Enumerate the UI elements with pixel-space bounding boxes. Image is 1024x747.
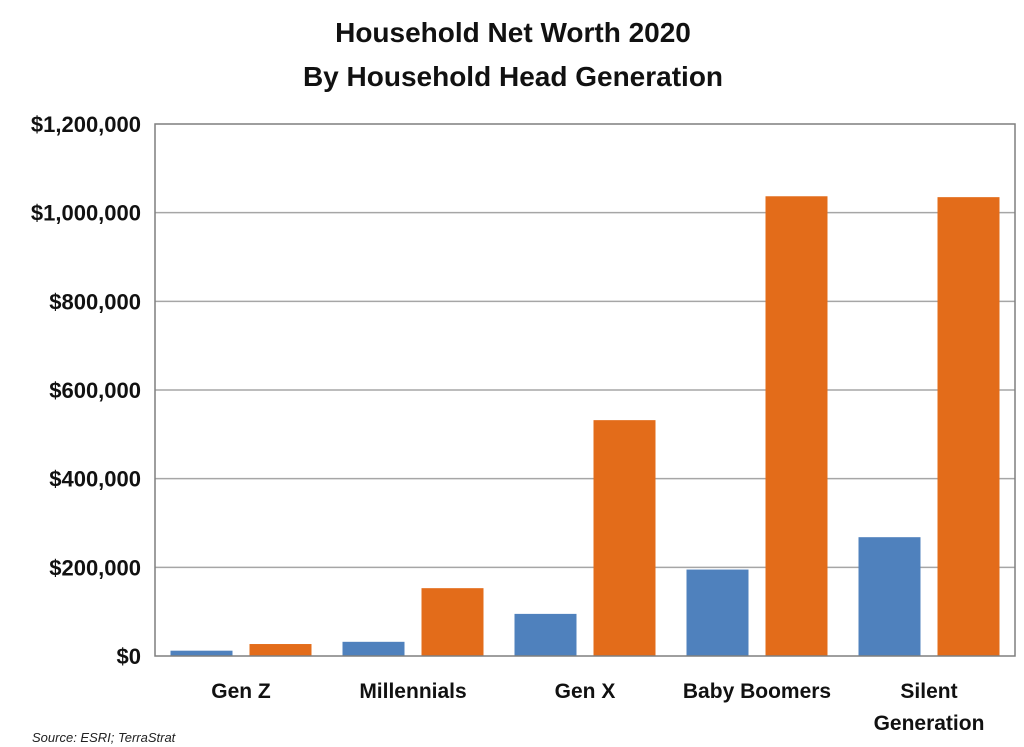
bar bbox=[170, 650, 233, 656]
bar bbox=[937, 197, 1000, 656]
gridlines bbox=[155, 211, 1015, 569]
x-category-label: Gen X bbox=[555, 680, 616, 703]
bar bbox=[514, 613, 577, 656]
y-tick-label: $800,000 bbox=[49, 289, 141, 314]
bar bbox=[249, 644, 312, 656]
y-axis-tick-labels: $0 $200,000 $400,000 $600,000 $800,000 $1,000… bbox=[31, 112, 141, 669]
bar bbox=[421, 588, 484, 656]
x-category-label: Baby Boomers bbox=[683, 680, 831, 703]
y-tick-label: $600,000 bbox=[49, 378, 141, 403]
x-category-label: Gen Z bbox=[211, 680, 271, 703]
y-tick-label: $1,000,000 bbox=[31, 201, 141, 226]
bars bbox=[170, 196, 1000, 656]
bar bbox=[593, 420, 656, 656]
x-category-label: Silent bbox=[900, 680, 957, 703]
bar bbox=[858, 537, 921, 656]
chart-title: Household Net Worth 2020 bbox=[335, 17, 691, 48]
source-note: Source: ESRI; TerraStrat bbox=[32, 730, 177, 745]
plot-area-border bbox=[154, 123, 1016, 657]
x-category-label: Generation bbox=[874, 712, 985, 735]
y-tick-label: $200,000 bbox=[49, 555, 141, 580]
bar bbox=[686, 569, 749, 656]
y-tick-label: $400,000 bbox=[49, 467, 141, 492]
x-axis-category-labels: Gen Z Millennials Gen X Baby Boomers Silent G… bbox=[211, 680, 984, 735]
bar bbox=[342, 641, 405, 656]
y-tick-label: $0 bbox=[117, 644, 141, 669]
bar bbox=[765, 196, 828, 656]
chart-subtitle: By Household Head Generation bbox=[303, 61, 723, 92]
x-category-label: Millennials bbox=[359, 680, 466, 703]
y-tick-label: $1,200,000 bbox=[31, 112, 141, 137]
